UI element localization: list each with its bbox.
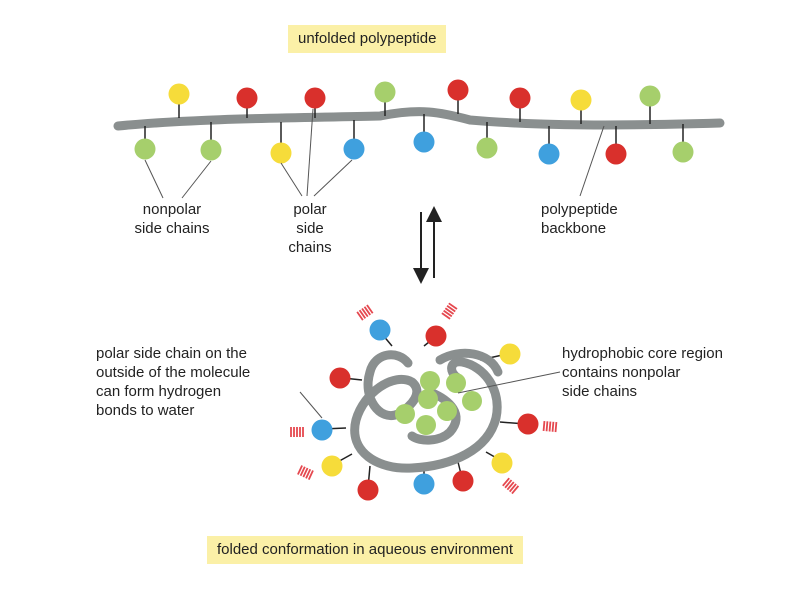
polar-side-chain — [270, 142, 292, 164]
label-polar-side-chain-outside: polar side chain on the outside of the m… — [96, 344, 250, 420]
folded-protein — [290, 302, 561, 501]
polar-side-chain — [509, 87, 531, 109]
nonpolar-side-chain — [418, 389, 438, 409]
hbond-hatch — [297, 465, 314, 480]
nonpolar-side-chain — [200, 139, 222, 161]
nonpolar-side-chain — [416, 415, 436, 435]
polar-side-chain — [452, 470, 474, 492]
polar-side-chain — [605, 143, 627, 165]
label-line: side chains — [134, 220, 210, 237]
title-folded-conformation: folded conformation in aqueous environme… — [207, 536, 524, 564]
nonpolar-side-chain — [476, 137, 498, 159]
polar-side-chain — [570, 89, 592, 111]
label-polypeptide-backbone: polypeptide backbone — [541, 200, 618, 238]
folded-backbone — [350, 350, 502, 473]
label-line: polar side chain on the — [96, 345, 247, 362]
nonpolar-side-chain — [420, 371, 440, 391]
nonpolar-side-chain — [639, 85, 661, 107]
polar-side-chain — [491, 452, 513, 474]
title-unfolded-polypeptide: unfolded polypeptide — [288, 25, 447, 53]
nonpolar-side-chain — [446, 373, 466, 393]
label-line: side chains — [562, 383, 638, 400]
hbond-hatch — [290, 427, 304, 437]
polar-side-chain — [168, 83, 190, 105]
label-polar-side-chains: polar side chains — [270, 200, 350, 257]
label-line: backbone — [541, 220, 607, 237]
polar-side-chain — [304, 87, 326, 109]
polar-side-chain — [447, 79, 469, 101]
polar-side-chain — [538, 143, 560, 165]
nonpolar-side-chain — [395, 404, 415, 424]
label-line: bonds to water — [96, 402, 195, 419]
label-line: hydrophobic core region — [562, 345, 723, 362]
nonpolar-side-chain — [374, 81, 396, 103]
side-chains-up — [178, 96, 651, 124]
hbond-hatch — [502, 477, 520, 495]
polar-side-chain — [413, 131, 435, 153]
label-line: contains nonpolar — [562, 364, 681, 381]
polar-side-chain — [321, 455, 343, 477]
nonpolar-side-chain — [672, 141, 694, 163]
label-line: nonpolar — [142, 201, 202, 218]
polar-side-chain — [413, 473, 435, 495]
folded-backbone-inner — [407, 387, 461, 445]
polar-side-chain — [499, 343, 521, 365]
polar-side-chain — [357, 479, 379, 501]
label-line: chains — [288, 239, 332, 256]
hydrophobic-core — [395, 371, 482, 435]
label-line: polar — [293, 201, 327, 218]
hbond-hatch — [441, 302, 458, 320]
equilibrium-arrows — [413, 206, 442, 284]
polar-side-chain — [329, 367, 351, 389]
hbond-hatch — [356, 304, 374, 321]
nonpolar-side-chain — [134, 138, 156, 160]
polar-side-chain — [236, 87, 258, 109]
hbond-hatch — [542, 420, 558, 433]
polypeptide-backbone — [113, 107, 725, 131]
label-line: polypeptide — [541, 201, 618, 218]
polar-side-chain — [425, 325, 447, 347]
polar-side-chain — [343, 138, 365, 160]
unfolded-polypeptide — [113, 79, 725, 199]
side-chains-down — [144, 114, 684, 146]
nonpolar-side-chain — [462, 391, 482, 411]
folded-leader-lines — [299, 371, 561, 419]
polar-side-chain — [311, 419, 333, 441]
label-leader-lines — [144, 108, 605, 199]
label-line: can form hydrogen — [96, 383, 222, 400]
nonpolar-side-chain — [437, 401, 457, 421]
label-line: side — [296, 220, 324, 237]
label-line: outside of the molecule — [96, 364, 251, 381]
water-hydrogen-bonds — [290, 302, 558, 495]
label-nonpolar-side-chains: nonpolar side chains — [112, 200, 232, 238]
polar-side-chain — [517, 413, 539, 435]
folded-backbone-segment — [435, 348, 503, 377]
label-hydrophobic-core: hydrophobic core region contains nonpola… — [562, 344, 723, 401]
polar-side-chain — [369, 319, 391, 341]
